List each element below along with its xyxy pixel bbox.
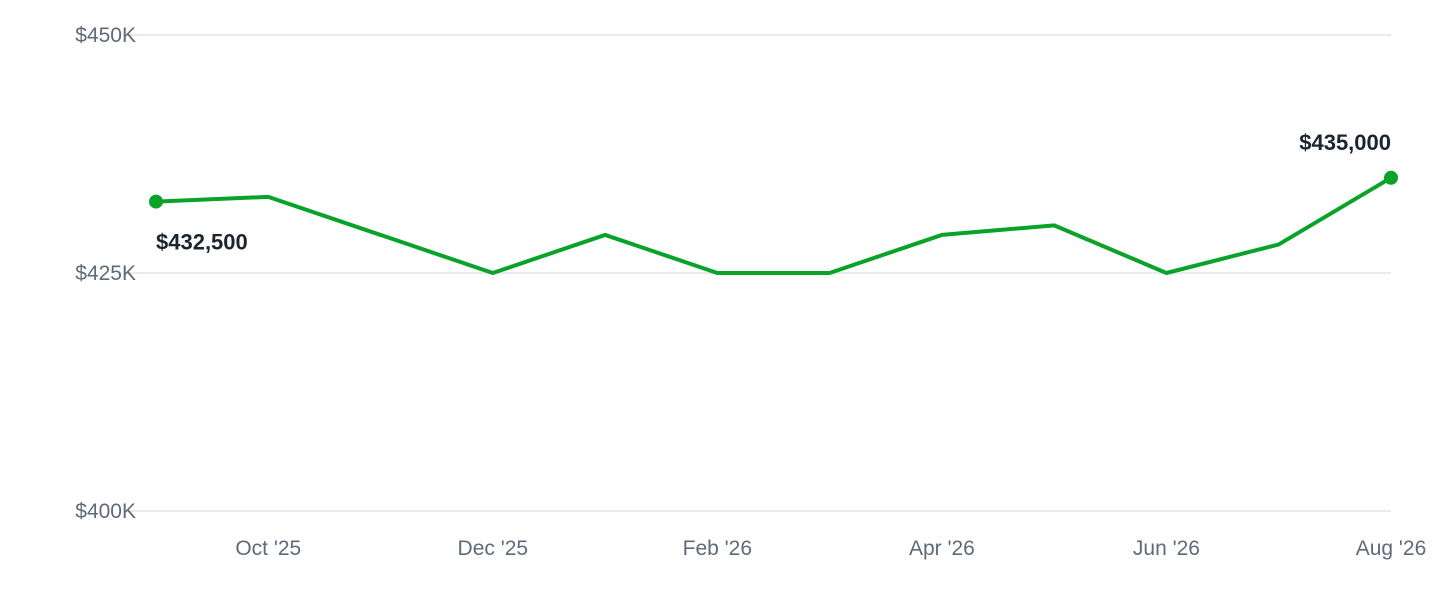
x-axis: Oct '25 Dec '25 Feb '26 Apr '26 Jun '26 Aug '… (235, 537, 1426, 560)
y-tick-label: $450K (75, 24, 136, 47)
annotation-layer: $432,500 $435,000 (149, 130, 1398, 255)
endpoint-marker (1384, 170, 1398, 185)
series-layer (154, 175, 1393, 275)
x-tick-label: Jun '26 (1133, 537, 1200, 560)
x-tick-label: Feb '26 (683, 537, 752, 560)
data-label: $435,000 (1299, 130, 1391, 155)
x-tick-label: Dec '25 (458, 537, 529, 560)
x-tick-label: Apr '26 (909, 537, 975, 560)
y-axis: $450K $425K $400K (75, 24, 136, 523)
x-tick-label: Aug '26 (1356, 537, 1427, 560)
endpoint-marker (149, 194, 163, 209)
series-line (154, 175, 1393, 275)
x-tick-label: Oct '25 (235, 537, 301, 560)
data-label: $432,500 (156, 230, 248, 255)
y-tick-label: $400K (75, 500, 136, 523)
y-tick-label: $425K (75, 262, 136, 285)
